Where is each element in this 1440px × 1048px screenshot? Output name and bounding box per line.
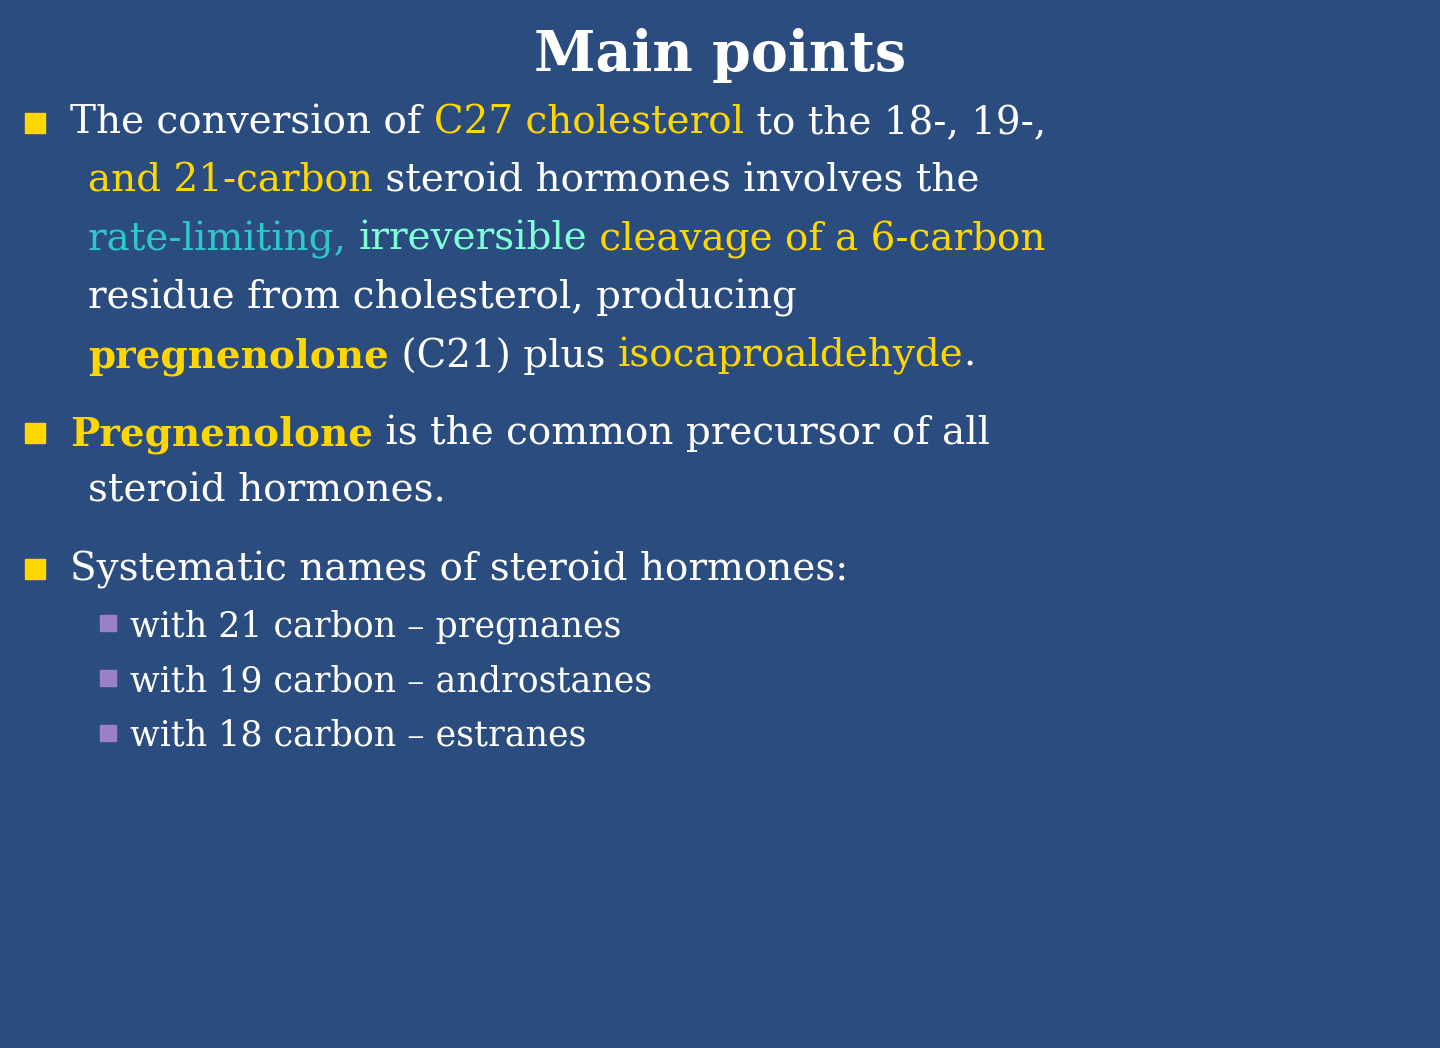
Text: pregnenolone: pregnenolone xyxy=(88,337,389,375)
Text: C27 cholesterol: C27 cholesterol xyxy=(433,105,743,141)
Text: Pregnenolone: Pregnenolone xyxy=(71,415,373,454)
Text: with 21 carbon – pregnanes: with 21 carbon – pregnanes xyxy=(130,609,622,643)
Text: .: . xyxy=(963,337,975,374)
Text: to the 18-, 19-,: to the 18-, 19-, xyxy=(743,105,1045,141)
Text: steroid hormones.: steroid hormones. xyxy=(88,473,446,510)
Text: residue from cholesterol, producing: residue from cholesterol, producing xyxy=(88,279,796,316)
Text: cleavage of a 6-carbon: cleavage of a 6-carbon xyxy=(588,221,1045,259)
Text: with 19 carbon – androstanes: with 19 carbon – androstanes xyxy=(130,664,652,698)
FancyBboxPatch shape xyxy=(99,725,117,741)
Text: The conversion of: The conversion of xyxy=(71,105,433,141)
FancyBboxPatch shape xyxy=(99,670,117,686)
Text: (C21) plus: (C21) plus xyxy=(389,337,618,375)
Text: and 21-carbon: and 21-carbon xyxy=(88,163,373,200)
Text: with 18 carbon – estranes: with 18 carbon – estranes xyxy=(130,719,586,754)
Text: irreversible: irreversible xyxy=(359,221,588,258)
Text: Systematic names of steroid hormones:: Systematic names of steroid hormones: xyxy=(71,551,848,589)
FancyBboxPatch shape xyxy=(24,423,45,443)
Text: is the common precursor of all: is the common precursor of all xyxy=(373,415,991,453)
FancyBboxPatch shape xyxy=(24,559,45,578)
FancyBboxPatch shape xyxy=(24,113,45,133)
Text: Main points: Main points xyxy=(534,28,906,83)
Text: steroid hormones involves the: steroid hormones involves the xyxy=(373,163,979,200)
Text: rate-limiting,: rate-limiting, xyxy=(88,221,359,259)
FancyBboxPatch shape xyxy=(99,615,117,631)
Text: isocaproaldehyde: isocaproaldehyde xyxy=(618,337,963,375)
